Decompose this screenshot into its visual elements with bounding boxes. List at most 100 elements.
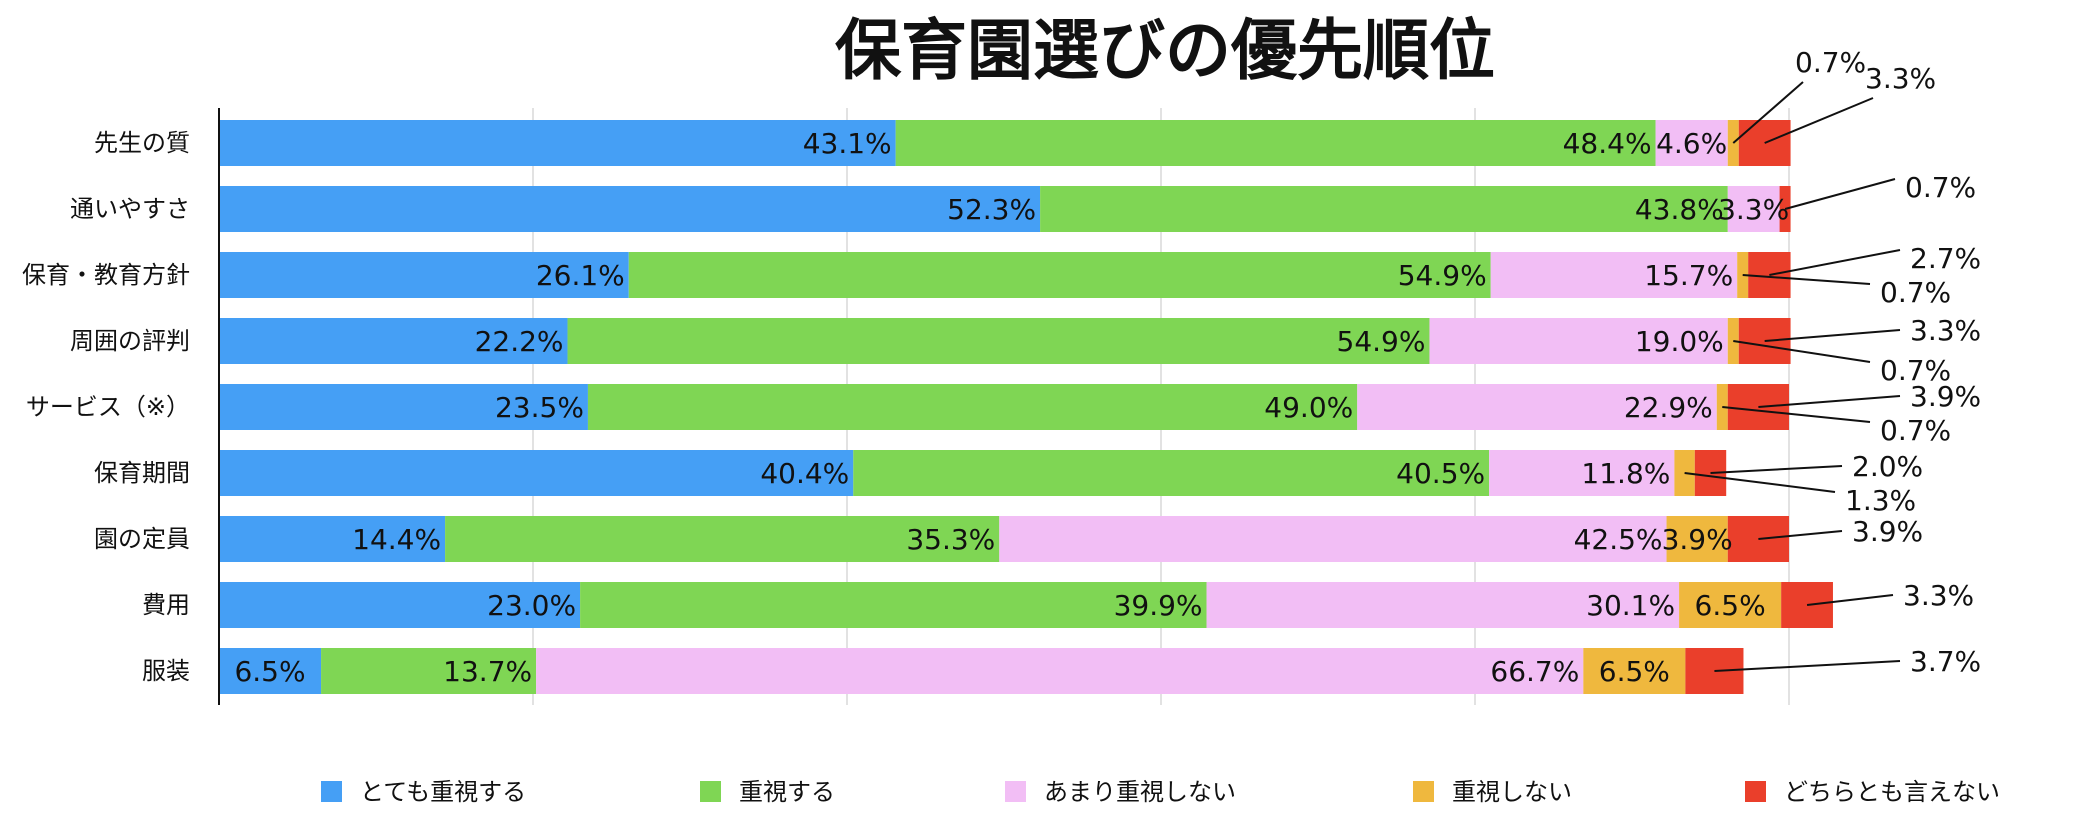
- bar-segment: [1490, 252, 1738, 298]
- bar-segment: [853, 450, 1490, 496]
- bar-segment: [1737, 252, 1749, 298]
- bar-segment: [219, 318, 568, 364]
- data-label: 52.3%: [947, 193, 1036, 226]
- leader-line: [1764, 97, 1874, 144]
- leader-line: [1733, 340, 1871, 363]
- data-label: 6.5%: [1695, 589, 1766, 622]
- bar-segment: [321, 648, 537, 694]
- chart-title: 保育園選びの優先順位: [835, 12, 1495, 89]
- data-label: 23.0%: [487, 589, 576, 622]
- data-label-external: 3.3%: [1865, 62, 1936, 95]
- data-label-external: 0.7%: [1880, 354, 1951, 387]
- leader-line: [1758, 395, 1901, 408]
- bar-segment: [1206, 582, 1680, 628]
- bar-segment: [1655, 120, 1728, 166]
- bar-segment: [1429, 318, 1728, 364]
- data-label: 40.4%: [760, 457, 849, 490]
- legend-swatch: [700, 781, 721, 802]
- bar-segment: [1040, 186, 1728, 232]
- bar-segment: [219, 516, 446, 562]
- data-label: 15.7%: [1644, 259, 1733, 292]
- data-label: 48.4%: [1563, 127, 1652, 160]
- legend-swatch: [1413, 781, 1434, 802]
- leader-line: [1806, 594, 1894, 606]
- leader-line: [1758, 530, 1843, 540]
- data-label-external: 0.7%: [1880, 414, 1951, 447]
- data-label: 4.6%: [1656, 127, 1727, 160]
- data-label: 14.4%: [352, 523, 441, 556]
- bar-segment: [219, 120, 896, 166]
- bar-segment: [567, 318, 1430, 364]
- bar-segment: [1727, 186, 1780, 232]
- data-label: 43.1%: [803, 127, 892, 160]
- data-label-external: 3.9%: [1910, 380, 1981, 413]
- bar-segment: [1583, 648, 1686, 694]
- leader-line: [1710, 465, 1843, 474]
- data-labels: 43.1% 48.4% 4.6%0.7%3.3%52.3% 43.8%3.3%0.7%…: [234, 46, 1981, 688]
- data-label-external: 2.7%: [1910, 242, 1981, 275]
- bar-segment: [219, 450, 854, 496]
- leader-line: [1732, 81, 1804, 144]
- bar-segment: [1666, 516, 1728, 562]
- data-label-external: 3.3%: [1903, 579, 1974, 612]
- legend-swatch: [1005, 781, 1026, 802]
- category-label: 園の定員: [94, 525, 190, 553]
- data-label-external: 0.7%: [1880, 276, 1951, 309]
- data-label: 3.3%: [1718, 193, 1789, 226]
- bar-segment: [219, 582, 581, 628]
- category-label: 服装: [142, 657, 190, 685]
- bar-segment: [219, 648, 322, 694]
- category-label: 周囲の評判: [70, 327, 190, 355]
- data-label: 42.5%: [1574, 523, 1663, 556]
- data-label: 49.0%: [1264, 391, 1353, 424]
- data-label-external: 3.7%: [1910, 645, 1981, 678]
- data-label-external: 0.7%: [1905, 171, 1976, 204]
- legend-label: あまり重視しない: [1044, 778, 1236, 806]
- leader-line: [1784, 178, 1896, 210]
- data-label: 40.5%: [1396, 457, 1485, 490]
- category-label: 通いやすさ: [70, 195, 190, 223]
- bar-segment: [580, 582, 1207, 628]
- category-label: 先生の質: [94, 129, 190, 157]
- bar-segment: [219, 186, 1041, 232]
- category-label: サービス（※）: [26, 393, 190, 421]
- data-label: 6.5%: [1599, 655, 1670, 688]
- legend-label: 重視しない: [1452, 778, 1572, 806]
- data-label: 22.9%: [1624, 391, 1713, 424]
- data-label: 39.9%: [1114, 589, 1203, 622]
- leader-line: [1684, 472, 1836, 493]
- data-label: 13.7%: [443, 655, 532, 688]
- data-label: 3.9%: [1662, 523, 1733, 556]
- data-label: 19.0%: [1635, 325, 1724, 358]
- data-label-external: 0.7%: [1795, 46, 1866, 79]
- legend: とても重視する 重視する あまり重視しない 重視しない どちらとも言えない: [321, 778, 2000, 806]
- category-label: 保育期間: [94, 459, 190, 487]
- data-label: 43.8%: [1635, 193, 1724, 226]
- legend-label: どちらとも言えない: [1784, 778, 2000, 806]
- data-label: 11.8%: [1581, 457, 1670, 490]
- data-label: 26.1%: [536, 259, 625, 292]
- legend-label: 重視する: [739, 778, 835, 806]
- bars: [219, 120, 1833, 694]
- leader-line: [1742, 274, 1871, 285]
- bar-segment: [219, 384, 588, 430]
- leader-line: [1769, 249, 1901, 276]
- data-label-external: 3.9%: [1852, 515, 1923, 548]
- data-label-external: 1.3%: [1845, 484, 1916, 517]
- category-label: 費用: [142, 591, 190, 619]
- leader-line: [1722, 406, 1871, 423]
- leader-line: [1764, 329, 1901, 342]
- bar-segment: [536, 648, 1584, 694]
- legend-label: とても重視する: [360, 778, 526, 806]
- bar-segment: [1679, 582, 1782, 628]
- data-label: 30.1%: [1586, 589, 1675, 622]
- data-label: 66.7%: [1490, 655, 1579, 688]
- data-label: 6.5%: [234, 655, 305, 688]
- data-label-external: 2.0%: [1852, 450, 1923, 483]
- data-label: 35.3%: [906, 523, 995, 556]
- bar-segment: [445, 516, 1000, 562]
- legend-swatch: [1745, 781, 1766, 802]
- data-label: 23.5%: [495, 391, 584, 424]
- data-label: 22.2%: [475, 325, 564, 358]
